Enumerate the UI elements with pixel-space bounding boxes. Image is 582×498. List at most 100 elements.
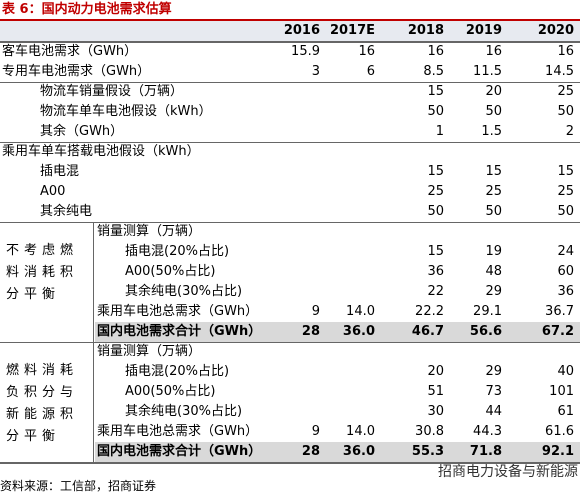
cell: 29 (485, 364, 502, 379)
cell: 50 (557, 104, 574, 119)
row-label: A00(50%占比) (125, 384, 216, 399)
row-label: 乘用车单车搭载电池假设（kWh） (2, 144, 200, 159)
row-label: 物流车销量假设（万辆） (40, 84, 184, 99)
cell: 20 (485, 84, 502, 99)
cell: 29.1 (473, 304, 502, 319)
cell: 56.6 (469, 324, 502, 339)
cell: 55.3 (411, 444, 444, 459)
rule (0, 82, 580, 83)
cell: 14.0 (346, 424, 375, 439)
cell: 50 (557, 204, 574, 219)
cell: 50 (427, 104, 444, 119)
cell: 15.9 (291, 44, 320, 59)
row-label: 插电混 (40, 164, 80, 179)
column-header: 2019 (465, 23, 502, 38)
cell: 14.0 (346, 304, 375, 319)
row-label: 其余纯电 (40, 204, 93, 219)
cell: 50 (485, 204, 502, 219)
row-label: A00 (40, 184, 66, 199)
cell: 15 (485, 164, 502, 179)
column-header: 2017E (329, 23, 375, 38)
cell: 25 (557, 184, 574, 199)
header-bg (0, 21, 580, 41)
cell: 11.5 (473, 64, 502, 79)
row-label: 物流车单车电池假设（kWh） (40, 104, 212, 119)
row-label: 销量测算（万辆） (97, 344, 202, 359)
row-label: 乘用车电池总需求（GWh） (97, 304, 259, 319)
row-label: 销量测算（万辆） (97, 224, 202, 239)
cell: 36.7 (545, 304, 574, 319)
rule (0, 462, 580, 464)
cell: 25 (557, 84, 574, 99)
cell: 1.5 (481, 124, 502, 139)
cell: 9 (311, 304, 320, 319)
cell: 16 (358, 44, 375, 59)
row-label: 乘用车电池总需求（GWh） (97, 424, 259, 439)
row-label: 插电混(20%占比) (125, 364, 230, 379)
cell: 16 (485, 44, 502, 59)
row-label: A00(50%占比) (125, 264, 216, 279)
column-header: 2016 (283, 23, 320, 38)
row-label: 其余纯电(30%占比) (125, 404, 243, 419)
cell: 30 (427, 404, 444, 419)
cell: 16 (557, 44, 574, 59)
table-title: 表 6：国内动力电池需求估算 (2, 2, 172, 17)
watermark: 招商电力设备与新能源 (438, 464, 578, 480)
total-bg (95, 442, 580, 462)
cell: 9 (311, 424, 320, 439)
cell: 16 (427, 44, 444, 59)
cell: 22 (427, 284, 444, 299)
cell: 60 (557, 264, 574, 279)
cell: 48 (485, 264, 502, 279)
row-label: 其余（GWh） (40, 124, 124, 139)
rule (0, 142, 580, 143)
cell: 36 (557, 284, 574, 299)
cell: 15 (557, 164, 574, 179)
cell: 36.0 (342, 324, 375, 339)
cell: 101 (549, 384, 574, 399)
rule (0, 222, 580, 223)
cell: 44 (485, 404, 502, 419)
rule (0, 41, 580, 43)
row-label: 其余纯电(30%占比) (125, 284, 243, 299)
row-label: 客车电池需求（GWh） (2, 44, 138, 59)
row-label: 插电混(20%占比) (125, 244, 230, 259)
cell: 29 (485, 284, 502, 299)
cell: 25 (427, 184, 444, 199)
row-label: 国内电池需求合计（GWh） (97, 324, 262, 339)
cell: 15 (427, 84, 444, 99)
cell: 20 (427, 364, 444, 379)
cell: 1 (435, 124, 444, 139)
cell: 8.5 (423, 64, 444, 79)
cell: 40 (557, 364, 574, 379)
cell: 46.7 (411, 324, 444, 339)
cell: 15 (427, 164, 444, 179)
column-header: 2018 (407, 23, 444, 38)
cell: 24 (557, 244, 574, 259)
cell: 28 (301, 444, 320, 459)
cell: 15 (427, 244, 444, 259)
cell: 73 (485, 384, 502, 399)
cell: 3 (311, 64, 320, 79)
rule (0, 342, 580, 343)
cell: 71.8 (469, 444, 502, 459)
cell: 61.6 (545, 424, 574, 439)
cell: 36.0 (342, 444, 375, 459)
row-label: 专用车电池需求（GWh） (2, 64, 151, 79)
section-label: 不考虑燃料消耗积分平衡 (6, 243, 79, 302)
cell: 14.5 (545, 64, 574, 79)
cell: 61 (557, 404, 574, 419)
cell: 51 (427, 384, 444, 399)
cell: 22.2 (415, 304, 444, 319)
section-divider (93, 222, 94, 342)
cell: 92.1 (541, 444, 574, 459)
section-divider (93, 342, 94, 462)
cell: 50 (427, 204, 444, 219)
cell: 2 (565, 124, 574, 139)
cell: 25 (485, 184, 502, 199)
column-header: 2020 (537, 23, 574, 38)
cell: 30.8 (415, 424, 444, 439)
cell: 50 (485, 104, 502, 119)
cell: 28 (301, 324, 320, 339)
